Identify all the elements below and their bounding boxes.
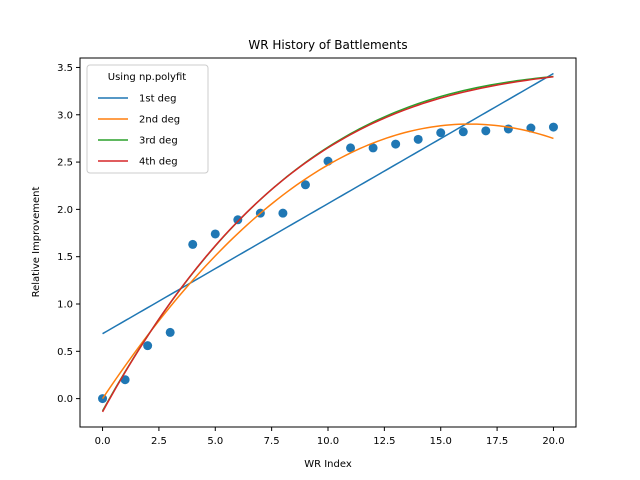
y-tick-label: 2.5 <box>57 158 73 169</box>
scatter-point <box>143 341 153 351</box>
legend-title: Using np.polyfit <box>108 72 186 83</box>
legend-entry-label: 3rd deg <box>139 136 178 147</box>
x-axis: 0.0 2.5 5.0 7.5 10.0 12.5 15.0 17.5 20.0 <box>95 427 565 447</box>
x-tick-label: 10.0 <box>317 436 339 447</box>
series-line-4 <box>101 75 554 413</box>
scatter-point <box>391 139 401 149</box>
x-axis-label: WR Index <box>304 459 352 470</box>
y-tick-label: 3.5 <box>57 63 73 74</box>
x-tick-label: 7.5 <box>264 436 280 447</box>
y-tick-label: 3.0 <box>57 110 73 121</box>
chart-title: WR History of Battlements <box>248 38 407 52</box>
y-axis-label: Relative Improvement <box>31 187 42 298</box>
scatter-point <box>210 229 220 239</box>
scatter-point <box>458 127 468 137</box>
y-tick-label: 1.5 <box>57 252 73 263</box>
y-tick-label: 0.5 <box>57 347 73 358</box>
series-line-1 <box>102 72 554 335</box>
scatter-point <box>300 180 310 190</box>
y-tick-label: 1.0 <box>57 300 73 311</box>
scatter-point <box>278 208 288 218</box>
series-line-2 <box>101 123 554 400</box>
scatter-point <box>346 143 356 153</box>
plot-area <box>98 72 558 413</box>
scatter-point <box>165 327 175 337</box>
x-tick-label: 5.0 <box>207 436 223 447</box>
y-tick-label: 2.0 <box>57 205 73 216</box>
legend-entry-label: 1st deg <box>139 94 177 105</box>
scatter-point <box>436 128 446 138</box>
scatter-point <box>548 122 558 132</box>
scatter-point <box>188 239 198 249</box>
x-tick-label: 2.5 <box>151 436 167 447</box>
y-axis: 0.0 0.5 1.0 1.5 2.0 2.5 3.0 3.5 <box>57 63 80 405</box>
x-tick-label: 12.5 <box>373 436 395 447</box>
legend-entry-label: 2nd deg <box>139 115 180 126</box>
x-tick-label: 17.5 <box>486 436 508 447</box>
x-tick-label: 15.0 <box>430 436 452 447</box>
scatter-point <box>368 143 378 153</box>
legend-entry-label: 4th deg <box>139 157 178 168</box>
scatter-point <box>503 124 513 134</box>
legend-box <box>86 64 209 174</box>
scatter-point <box>233 215 243 225</box>
scatter-point <box>481 126 491 136</box>
x-tick-label: 0.0 <box>95 436 111 447</box>
y-tick-label: 0.0 <box>57 394 73 405</box>
x-tick-label: 20.0 <box>542 436 564 447</box>
scatter-point <box>526 123 536 133</box>
legend: Using np.polyfit 1st deg 2nd deg 3rd deg 4t… <box>86 64 209 174</box>
scatter-point <box>413 134 423 144</box>
